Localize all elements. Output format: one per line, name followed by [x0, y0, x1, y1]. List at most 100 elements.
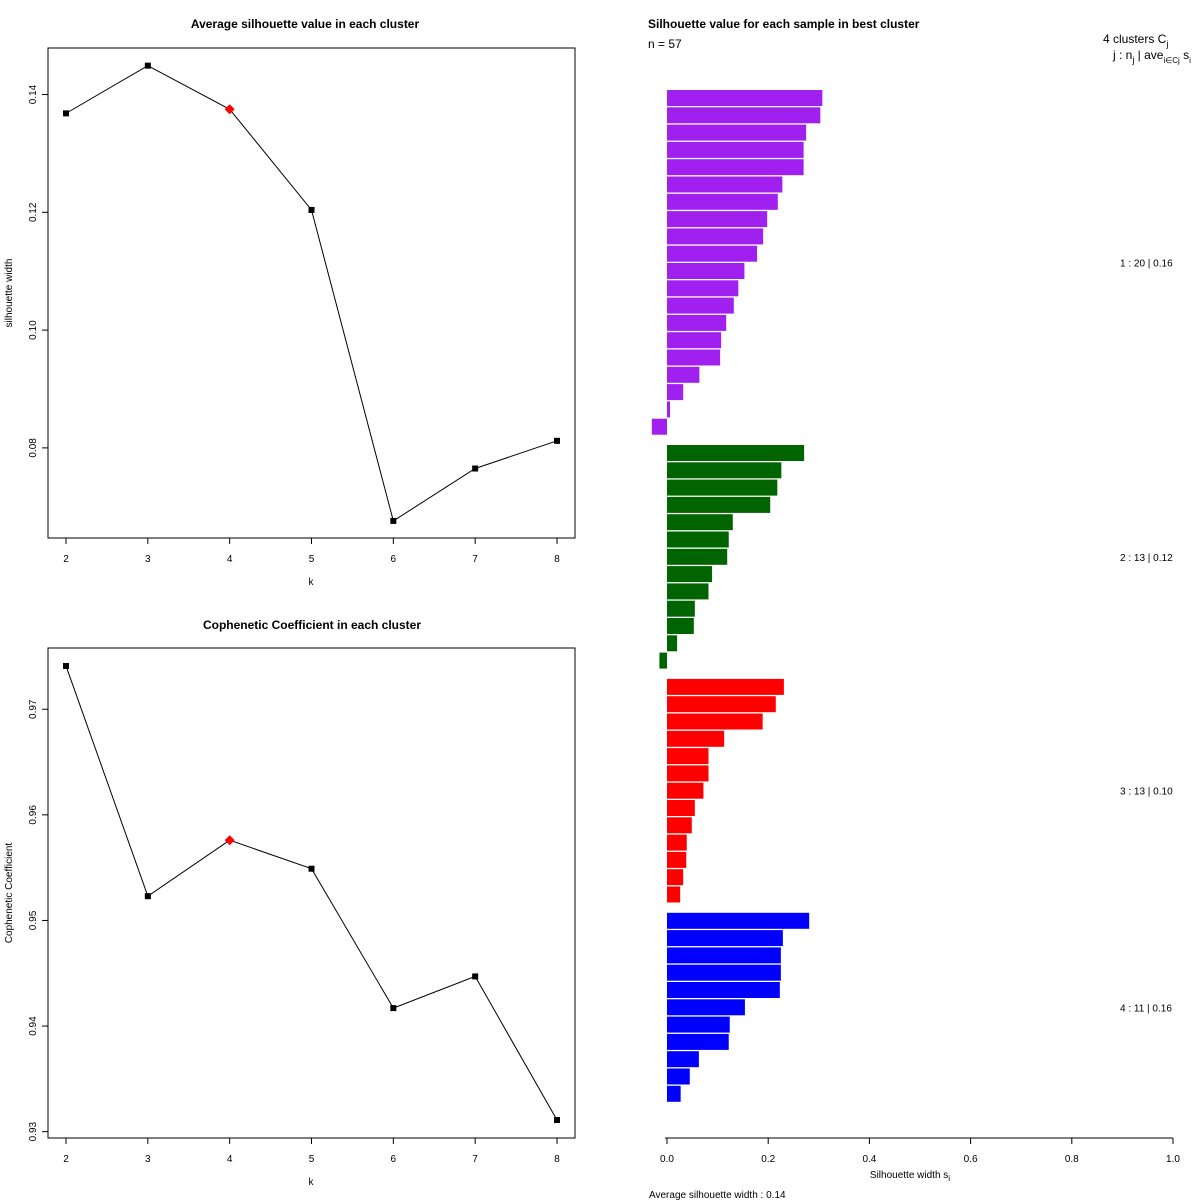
header-line-2c: s: [1180, 48, 1189, 62]
silhouette-bar-cluster-1: [667, 193, 778, 210]
silhouette-bar-cluster-1: [667, 124, 807, 141]
x-tick-label: 3: [145, 1154, 151, 1165]
silhouette-bar-cluster-2: [667, 635, 678, 652]
x-tick-label: 1.0: [1166, 1154, 1180, 1165]
cluster-labels: 1 : 20 | 0.16 2 : 13 | 0.12 3 : 13 | 0.10 4…: [1120, 258, 1173, 1014]
silhouette-bar-cluster-1: [667, 228, 764, 245]
cluster-label: 3 : 13 | 0.10: [1120, 787, 1173, 798]
data-point: [553, 1117, 560, 1124]
x-tick-label: 7: [472, 1154, 478, 1165]
y-tick-label: 0.95: [28, 910, 39, 930]
silhouette-bar-cluster-3: [667, 696, 776, 713]
x-axis-label: k: [309, 1177, 315, 1188]
series-line: [65, 65, 558, 522]
data-point: [144, 893, 151, 900]
silhouette-bar-cluster-2: [667, 618, 694, 634]
data-point: [472, 465, 479, 472]
x-ticks: 2 3 4 5 6 7 8: [63, 1138, 560, 1165]
svg-text:Silhouette width si: Silhouette width si: [870, 1170, 950, 1183]
series-line: [65, 665, 558, 1121]
silhouette-bar-cluster-2: [667, 600, 695, 617]
silhouette-bar-cluster-4: [667, 982, 780, 998]
data-point: [472, 973, 479, 980]
silhouette-bar-cluster-1: [651, 418, 667, 435]
header-line-2b: | ave: [1134, 48, 1163, 62]
data-point: [308, 206, 315, 213]
x-ticks: 0.0 0.2 0.4 0.6 0.8 1.0: [660, 1138, 1180, 1165]
best-k-point: [224, 835, 235, 846]
best-k-point: [224, 104, 235, 115]
svg-text:j : nj | avei∈Cj si: j : nj | avei∈Cj si: [1112, 48, 1191, 65]
silhouette-bar-cluster-3: [667, 851, 687, 868]
header-sub-3: i∈Cj: [1163, 56, 1180, 65]
bars: [651, 90, 823, 1102]
y-ticks: 0.93 0.94 0.95 0.96 0.97: [28, 699, 48, 1141]
x-tick-label: 0.0: [660, 1154, 674, 1165]
silhouette-bar-cluster-2: [667, 445, 805, 461]
data-point: [390, 517, 397, 524]
data-point: [144, 62, 151, 69]
x-tick-label: 8: [554, 554, 560, 565]
header-line-2: j : n: [1112, 48, 1132, 62]
x-axis-label: Silhouette width s: [870, 1170, 948, 1181]
y-tick-label: 0.10: [28, 320, 39, 340]
cluster-label: 1 : 20 | 0.16: [1120, 258, 1173, 269]
series: [63, 62, 560, 524]
silhouette-bar-cluster-1: [667, 107, 821, 124]
silhouette-bar-cluster-1: [667, 366, 700, 383]
x-tick-label: 5: [309, 554, 315, 565]
header-sub-4: i: [1189, 56, 1191, 65]
data-point: [308, 865, 315, 872]
silhouette-bar-cluster-1: [667, 332, 722, 349]
x-tick-label: 8: [554, 1154, 560, 1165]
silhouette-bar-cluster-2: [667, 566, 713, 583]
silhouette-bar-cluster-3: [667, 817, 692, 834]
x-tick-label: 3: [145, 554, 151, 565]
series: [63, 662, 560, 1124]
data-point: [63, 662, 70, 669]
silhouette-bar-cluster-2: [667, 548, 728, 565]
y-tick-label: 0.93: [28, 1121, 39, 1141]
x-ticks: 2 3 4 5 6 7 8: [63, 538, 560, 565]
silhouette-bar-cluster-3: [667, 765, 709, 782]
silhouette-bar-cluster-1: [667, 90, 823, 106]
silhouette-bar-cluster-4: [667, 1051, 699, 1068]
plot-frame: [47, 47, 576, 539]
cluster-header: 4 clusters C j j : nj | avei∈Cj si: [1103, 32, 1191, 65]
silhouette-bar-chart: Silhouette value for each sample in best…: [648, 17, 1191, 1200]
silhouette-bar-cluster-1: [667, 297, 734, 314]
silhouette-bar-cluster-3: [667, 886, 681, 903]
x-tick-label: 0.4: [862, 1154, 876, 1165]
header-sub-2: j: [1131, 55, 1134, 65]
silhouette-bar-cluster-1: [667, 211, 768, 228]
data-point: [390, 1005, 397, 1012]
cophenetic-line-chart: Cophenetic Coefficient in each cluster k…: [4, 618, 576, 1188]
average-silhouette-width: Average silhouette width : 0.14: [649, 1190, 786, 1200]
x-tick-label: 0.6: [964, 1154, 978, 1165]
x-tick-label: 4: [227, 554, 233, 565]
silhouette-bar-cluster-3: [667, 834, 687, 851]
silhouette-bar-cluster-2: [667, 496, 771, 513]
silhouette-bar-cluster-3: [667, 713, 763, 730]
silhouette-bar-cluster-3: [667, 748, 709, 765]
silhouette-bar-cluster-2: [667, 462, 782, 479]
chart-title: Silhouette value for each sample in best…: [648, 17, 920, 31]
chart-title: Average silhouette value in each cluster: [191, 17, 420, 31]
silhouette-bar-cluster-4: [667, 947, 781, 964]
x-tick-label: 6: [391, 554, 397, 565]
silhouette-bar-cluster-2: [667, 583, 709, 600]
silhouette-bar-cluster-1: [667, 141, 804, 158]
silhouette-bar-cluster-2: [667, 479, 778, 496]
x-axis-label-sub: i: [948, 1174, 950, 1183]
silhouette-bar-cluster-1: [667, 280, 739, 297]
y-tick-label: 0.96: [28, 805, 39, 825]
silhouette-bar-cluster-4: [667, 964, 781, 981]
silhouette-bar-cluster-2: [667, 531, 729, 548]
header-line-1: 4 clusters C: [1103, 32, 1167, 46]
x-tick-label: 7: [472, 554, 478, 565]
x-tick-label: 4: [227, 1154, 233, 1165]
silhouette-bar-cluster-1: [667, 159, 804, 176]
silhouette-bar-cluster-4: [667, 1016, 730, 1033]
silhouette-bar-cluster-1: [667, 176, 783, 193]
